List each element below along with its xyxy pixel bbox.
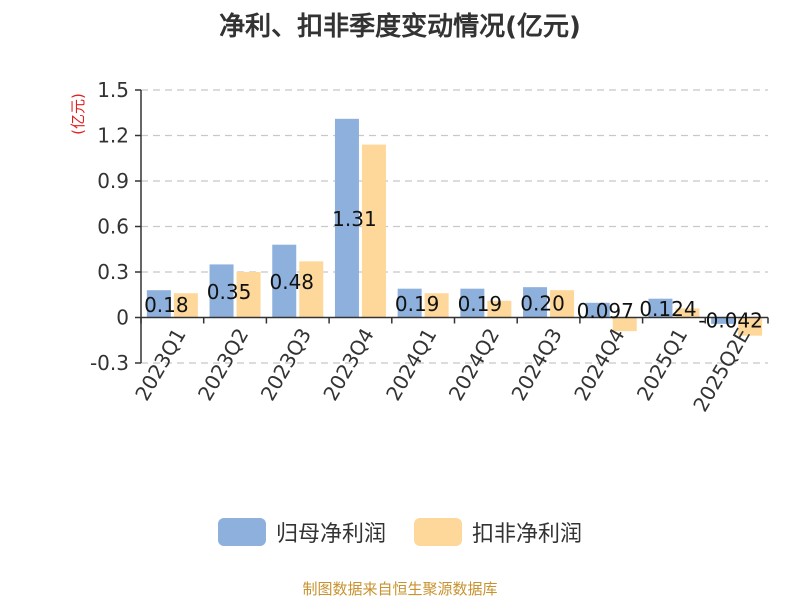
chart-title: 净利、扣非季度变动情况(亿元) (219, 12, 581, 42)
bar-net-profit (209, 264, 234, 318)
y-tick-label: 0 (116, 306, 129, 330)
x-tick-label: 2024Q3 (506, 324, 566, 405)
bar-deducted-profit (236, 272, 261, 318)
y-tick-label: 0.3 (97, 260, 129, 284)
data-label: 0.124 (639, 297, 696, 321)
data-label: 0.097 (577, 299, 634, 323)
x-tick-label: 2024Q4 (569, 324, 629, 405)
bar-net-profit (272, 244, 297, 318)
data-label: 0.19 (395, 292, 440, 316)
bar-net-profit (648, 298, 673, 318)
y-tick-label: 1.2 (97, 124, 129, 148)
data-label: 0.35 (207, 280, 252, 304)
bar-deducted-profit (173, 293, 198, 318)
bar-net-profit (585, 302, 610, 318)
y-tick-label: -0.3 (90, 351, 129, 375)
legend: 归母净利润 扣非净利润 (0, 516, 800, 548)
x-tick-label: 2023Q3 (256, 324, 316, 405)
bar-deducted-profit (487, 300, 512, 318)
bar-net-profit (146, 290, 171, 318)
bar-net-profit (397, 288, 422, 318)
bar-net-profit (460, 288, 485, 318)
x-tick-label: 2023Q4 (318, 324, 378, 405)
bar-deducted-profit (424, 293, 449, 318)
legend-item-deducted-profit[interactable]: 扣非净利润 (414, 516, 582, 548)
x-tick-label: 2023Q1 (130, 324, 190, 405)
bar-deducted-profit (550, 290, 575, 318)
bar-deducted-profit (361, 144, 386, 318)
bar-deducted-profit (299, 261, 324, 318)
y-axis-label: (亿元) (69, 93, 87, 135)
data-label: -0.042 (698, 309, 762, 333)
x-tick-label: 2024Q2 (444, 324, 504, 405)
y-tick-label: 0.6 (97, 215, 129, 239)
x-tick-label: 2023Q2 (193, 324, 253, 405)
bar-deducted-profit (738, 317, 763, 336)
x-tick-label: 2025Q2E (688, 324, 755, 416)
x-tick-label: 2024Q1 (381, 324, 441, 405)
bar-deducted-profit (612, 317, 637, 332)
x-tick-label: 2025Q1 (632, 324, 692, 405)
data-label: 0.19 (458, 292, 503, 316)
y-tick-label: 0.9 (97, 169, 129, 193)
bar-net-profit (523, 287, 548, 318)
legend-swatch-deducted-profit (414, 518, 462, 546)
legend-swatch-net-profit (217, 518, 266, 546)
legend-label-deducted-profit: 扣非净利润 (472, 522, 583, 547)
source-note: 制图数据来自恒生聚源数据库 (302, 580, 498, 598)
legend-label-net-profit: 归母净利润 (275, 522, 386, 547)
data-label: 1.31 (332, 207, 377, 231)
data-label: 0.20 (520, 291, 565, 315)
bar-net-profit (711, 317, 736, 324)
data-label: 0.48 (269, 270, 314, 294)
bar-deducted-profit (675, 308, 700, 318)
bar-net-profit (334, 118, 359, 318)
y-tick-label: 1.5 (97, 78, 129, 102)
data-label: 0.18 (144, 293, 189, 317)
legend-item-net-profit[interactable]: 归母净利润 (217, 516, 386, 548)
